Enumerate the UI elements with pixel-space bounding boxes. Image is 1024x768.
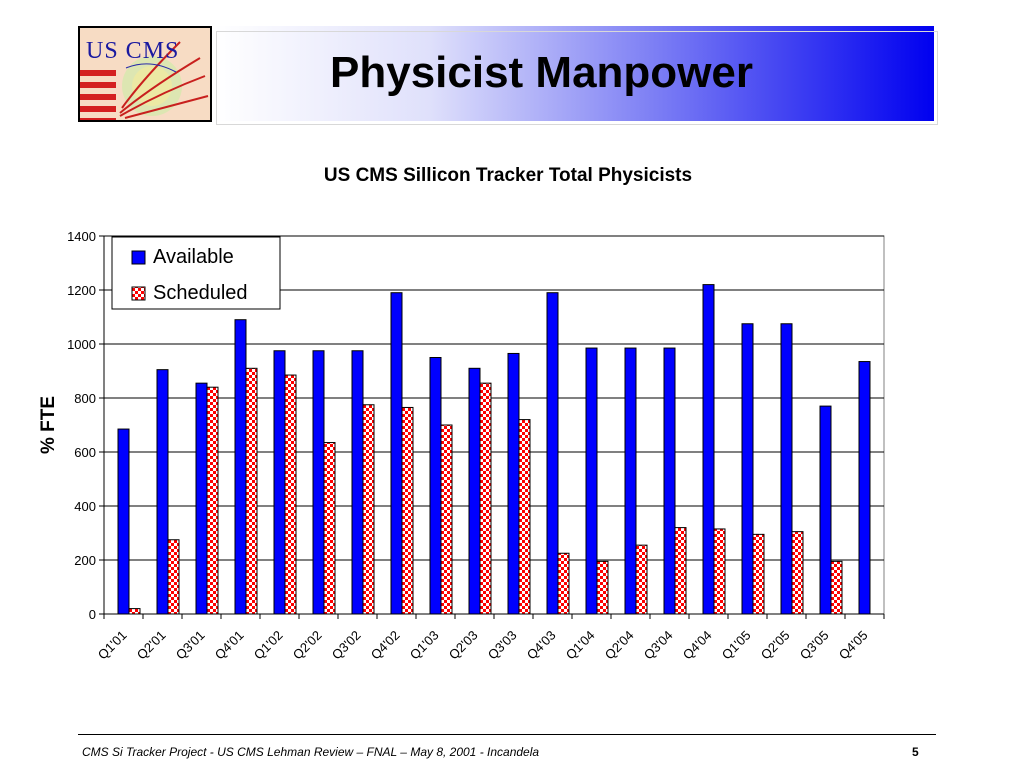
slide-title: Physicist Manpower <box>330 48 754 97</box>
bar-scheduled-15 <box>713 528 726 615</box>
bar-scheduled-0 <box>128 608 141 615</box>
x-tick-label: Q1'02 <box>251 628 286 663</box>
bar-available-19 <box>858 361 871 615</box>
x-tick-label: Q4'03 <box>524 628 559 663</box>
bar-available-0 <box>117 428 130 615</box>
bar-scheduled-12 <box>596 560 609 615</box>
legend-label-scheduled: Scheduled <box>153 282 248 304</box>
bar-scheduled-13 <box>635 544 648 615</box>
bar-available-2 <box>195 382 208 615</box>
footer-divider <box>78 734 936 735</box>
page-number: 5 <box>912 745 919 759</box>
bar-chart: US CMS Sillicon Tracker Total Physicists… <box>38 165 885 663</box>
logo-stripes <box>80 70 116 120</box>
y-tick-label: 400 <box>74 499 96 514</box>
x-tick-label: Q1'05 <box>719 628 754 663</box>
x-tick-label: Q3'02 <box>329 628 364 663</box>
chart-title: US CMS Sillicon Tracker Total Physicists <box>324 165 692 186</box>
bar-scheduled-9 <box>479 382 492 615</box>
bar-available-6 <box>351 350 364 615</box>
logo-text: US CMS <box>86 38 180 64</box>
bar-available-7 <box>390 292 403 615</box>
legend-swatch-available <box>131 250 146 265</box>
y-tick-label: 1200 <box>67 283 96 298</box>
bar-available-8 <box>429 357 442 615</box>
bar-available-3 <box>234 319 247 615</box>
x-tick-label: Q4'01 <box>212 628 247 663</box>
bar-scheduled-4 <box>284 374 297 615</box>
bar-available-4 <box>273 350 286 615</box>
bar-scheduled-5 <box>323 442 336 615</box>
bar-available-15 <box>702 284 715 615</box>
bar-available-5 <box>312 350 325 615</box>
y-tick-label: 0 <box>89 607 96 622</box>
x-tick-label: Q1'01 <box>95 628 130 663</box>
bar-scheduled-14 <box>674 527 687 615</box>
bar-available-17 <box>780 323 793 615</box>
x-tick-label: Q2'01 <box>134 628 169 663</box>
footer-text: CMS Si Tracker Project - US CMS Lehman R… <box>82 745 540 759</box>
bar-scheduled-8 <box>440 424 453 615</box>
bar-available-9 <box>468 367 481 615</box>
x-tick-label: Q2'05 <box>758 628 793 663</box>
bar-available-1 <box>156 369 169 615</box>
bar-available-16 <box>741 323 754 615</box>
x-tick-label: Q4'04 <box>680 628 715 663</box>
bar-scheduled-16 <box>752 533 765 615</box>
bar-available-12 <box>585 347 598 615</box>
bar-scheduled-3 <box>245 367 258 615</box>
bar-scheduled-11 <box>557 552 570 615</box>
x-tick-label: Q3'03 <box>485 628 520 663</box>
x-tick-label: Q2'02 <box>290 628 325 663</box>
x-tick-label: Q3'05 <box>797 628 832 663</box>
bar-scheduled-17 <box>791 531 804 615</box>
us-cms-logo: US CMS <box>78 26 212 122</box>
x-tick-label: Q3'01 <box>173 628 208 663</box>
y-axis-label: % FTE <box>38 396 59 454</box>
bar-scheduled-18 <box>830 560 843 615</box>
x-tick-label: Q4'02 <box>368 628 403 663</box>
bar-available-10 <box>507 352 520 615</box>
x-tick-label: Q2'03 <box>446 628 481 663</box>
bar-available-11 <box>546 292 559 615</box>
y-tick-label: 800 <box>74 391 96 406</box>
y-tick-label: 1000 <box>67 337 96 352</box>
bars <box>117 284 871 615</box>
bar-available-18 <box>819 405 832 615</box>
y-tick-label: 600 <box>74 445 96 460</box>
x-tick-label: Q4'05 <box>836 628 871 663</box>
legend-swatch-scheduled <box>131 286 146 301</box>
bar-scheduled-6 <box>362 404 375 615</box>
x-tick-label: Q1'04 <box>563 628 598 663</box>
bar-available-14 <box>663 347 676 615</box>
bar-available-13 <box>624 347 637 615</box>
bar-scheduled-7 <box>401 406 414 615</box>
x-tick-label: Q3'04 <box>641 628 676 663</box>
bar-scheduled-2 <box>206 386 219 615</box>
x-tick-label: Q1'03 <box>407 628 442 663</box>
bar-scheduled-10 <box>518 419 531 615</box>
y-tick-label: 1400 <box>67 229 96 244</box>
title-banner <box>214 26 934 121</box>
bar-scheduled-1 <box>167 539 180 615</box>
y-tick-label: 200 <box>74 553 96 568</box>
legend-label-available: Available <box>153 246 234 268</box>
x-tick-label: Q2'04 <box>602 628 637 663</box>
legend: Available Scheduled <box>111 236 281 310</box>
